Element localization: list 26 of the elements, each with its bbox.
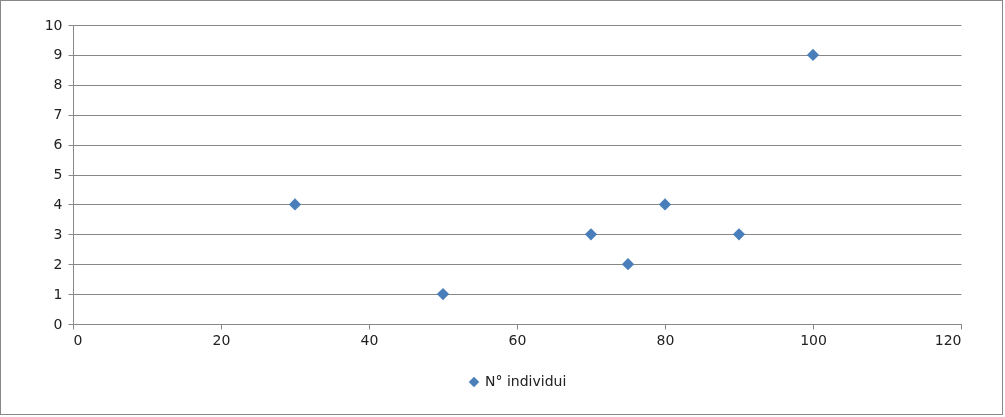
point (806, 48, 820, 62)
x-tick-label: 0 (73, 331, 83, 348)
x-tick-label: 60 (508, 331, 527, 348)
y-tick-label: 0 (53, 315, 63, 332)
y-tick-label: 8 (53, 76, 63, 93)
y-tick-label: 4 (53, 195, 63, 212)
legend-label: N° individui (485, 373, 567, 389)
point (584, 228, 598, 241)
point (658, 198, 672, 211)
y-tick-label: 9 (53, 46, 63, 63)
x-tick-label: 120 (934, 331, 962, 348)
y-tick-label: 6 (53, 136, 63, 153)
x-tick-label: 80 (656, 331, 675, 348)
y-tick-label: 10 (44, 16, 63, 33)
y-tick-label: 2 (53, 255, 63, 272)
x-tick-label: 100 (800, 331, 827, 348)
y-tick-label: 1 (53, 285, 63, 302)
x-tick-label: 20 (212, 331, 231, 348)
point (732, 228, 746, 241)
y-tick-label: 5 (53, 166, 63, 182)
point (436, 287, 450, 301)
x-tick-label: 40 (360, 331, 379, 348)
point (288, 198, 302, 211)
point (621, 258, 635, 271)
y-tick-label: 7 (53, 106, 63, 123)
y-tick-label: 3 (53, 225, 63, 242)
